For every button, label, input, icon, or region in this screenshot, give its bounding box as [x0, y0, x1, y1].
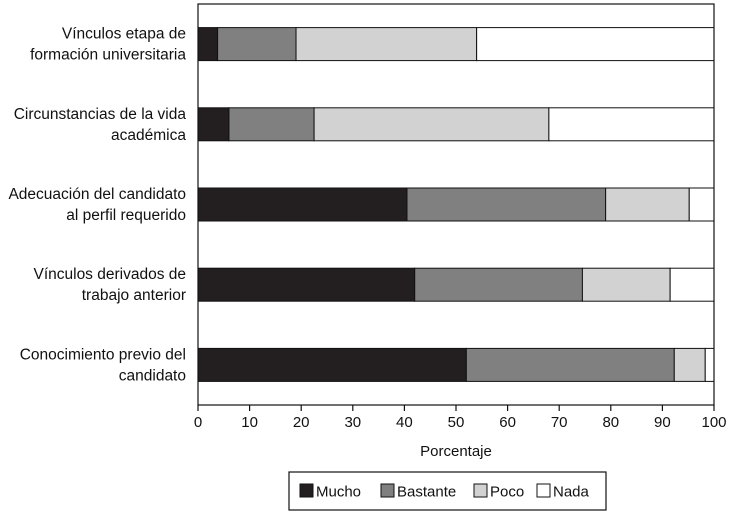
x-tick-label-10: 100	[701, 414, 726, 431]
category-label-3-line-1: trabajo anterior	[82, 287, 186, 304]
x-tick-label-4: 40	[396, 414, 413, 431]
legend-swatch-nada	[536, 483, 551, 498]
x-tick-label-1: 10	[241, 414, 258, 431]
x-tick-label-9: 90	[654, 414, 671, 431]
bar-segment-poco-1	[313, 107, 550, 142]
x-tick-label-8: 80	[602, 414, 619, 431]
bar-segment-nada-3	[669, 267, 715, 302]
bar-segment-bastante-4	[465, 347, 675, 382]
legend-label-bastante: Bastante	[397, 484, 456, 501]
category-label-4-line-0: Conocimiento previo del	[20, 346, 186, 363]
x-tick-label-3: 30	[344, 414, 361, 431]
category-label-3-line-0: Vínculos derivados de	[33, 266, 186, 283]
bar-segment-mucho-4	[197, 347, 467, 382]
legend-swatch-bastante	[380, 483, 395, 498]
bar-segment-mucho-1	[197, 107, 230, 142]
category-labels: Vínculos etapa de formación universitaria…	[8, 26, 186, 385]
bar-segment-bastante-1	[228, 107, 315, 142]
bar-segment-bastante-3	[414, 267, 583, 302]
bar-segment-poco-0	[295, 27, 478, 62]
legend-label-nada: Nada	[553, 484, 590, 501]
bar-segment-nada-0	[476, 27, 715, 62]
bars-layer	[197, 27, 715, 382]
x-axis-label: Porcentaje	[420, 443, 492, 460]
bar-segment-mucho-0	[197, 27, 219, 62]
category-label-1-line-1: académica	[111, 127, 186, 144]
bar-segment-nada-2	[688, 187, 715, 222]
bar-segment-mucho-3	[197, 267, 416, 302]
legend: Mucho Bastante Poco Nada	[288, 471, 607, 511]
x-tick-label-0: 0	[194, 414, 202, 431]
category-label-0-line-0: Vínculos etapa de	[62, 26, 186, 43]
bar-segment-poco-3	[581, 267, 671, 302]
legend-swatch-poco	[473, 483, 488, 498]
x-tick-label-5: 50	[448, 414, 465, 431]
bar-segment-poco-2	[605, 187, 690, 222]
legend-label-poco: Poco	[490, 484, 524, 501]
x-tick-label-7: 70	[551, 414, 568, 431]
legend-label-mucho: Mucho	[316, 484, 361, 501]
category-label-1-line-0: Circunstancias de la vida	[14, 106, 187, 123]
x-tick-label-6: 60	[499, 414, 516, 431]
bar-segment-bastante-0	[217, 27, 297, 62]
category-label-4-line-1: candidato	[119, 367, 186, 384]
bar-segment-bastante-2	[406, 187, 607, 222]
legend-box	[288, 471, 607, 511]
legend-swatch-mucho	[299, 483, 314, 498]
bar-segment-nada-1	[548, 107, 715, 142]
x-axis: 0 10 20 30 40 50 60 70 80 90 100	[194, 405, 727, 431]
bar-segment-mucho-2	[197, 187, 408, 222]
category-label-2-line-0: Adecuación del candidato	[8, 186, 186, 203]
category-label-2-line-1: al perfil requerido	[66, 207, 186, 224]
bar-segment-poco-4	[673, 347, 706, 382]
bar-segment-nada-4	[704, 347, 715, 382]
x-tick-label-2: 20	[293, 414, 310, 431]
category-label-0-line-1: formación universitaria	[30, 47, 186, 64]
